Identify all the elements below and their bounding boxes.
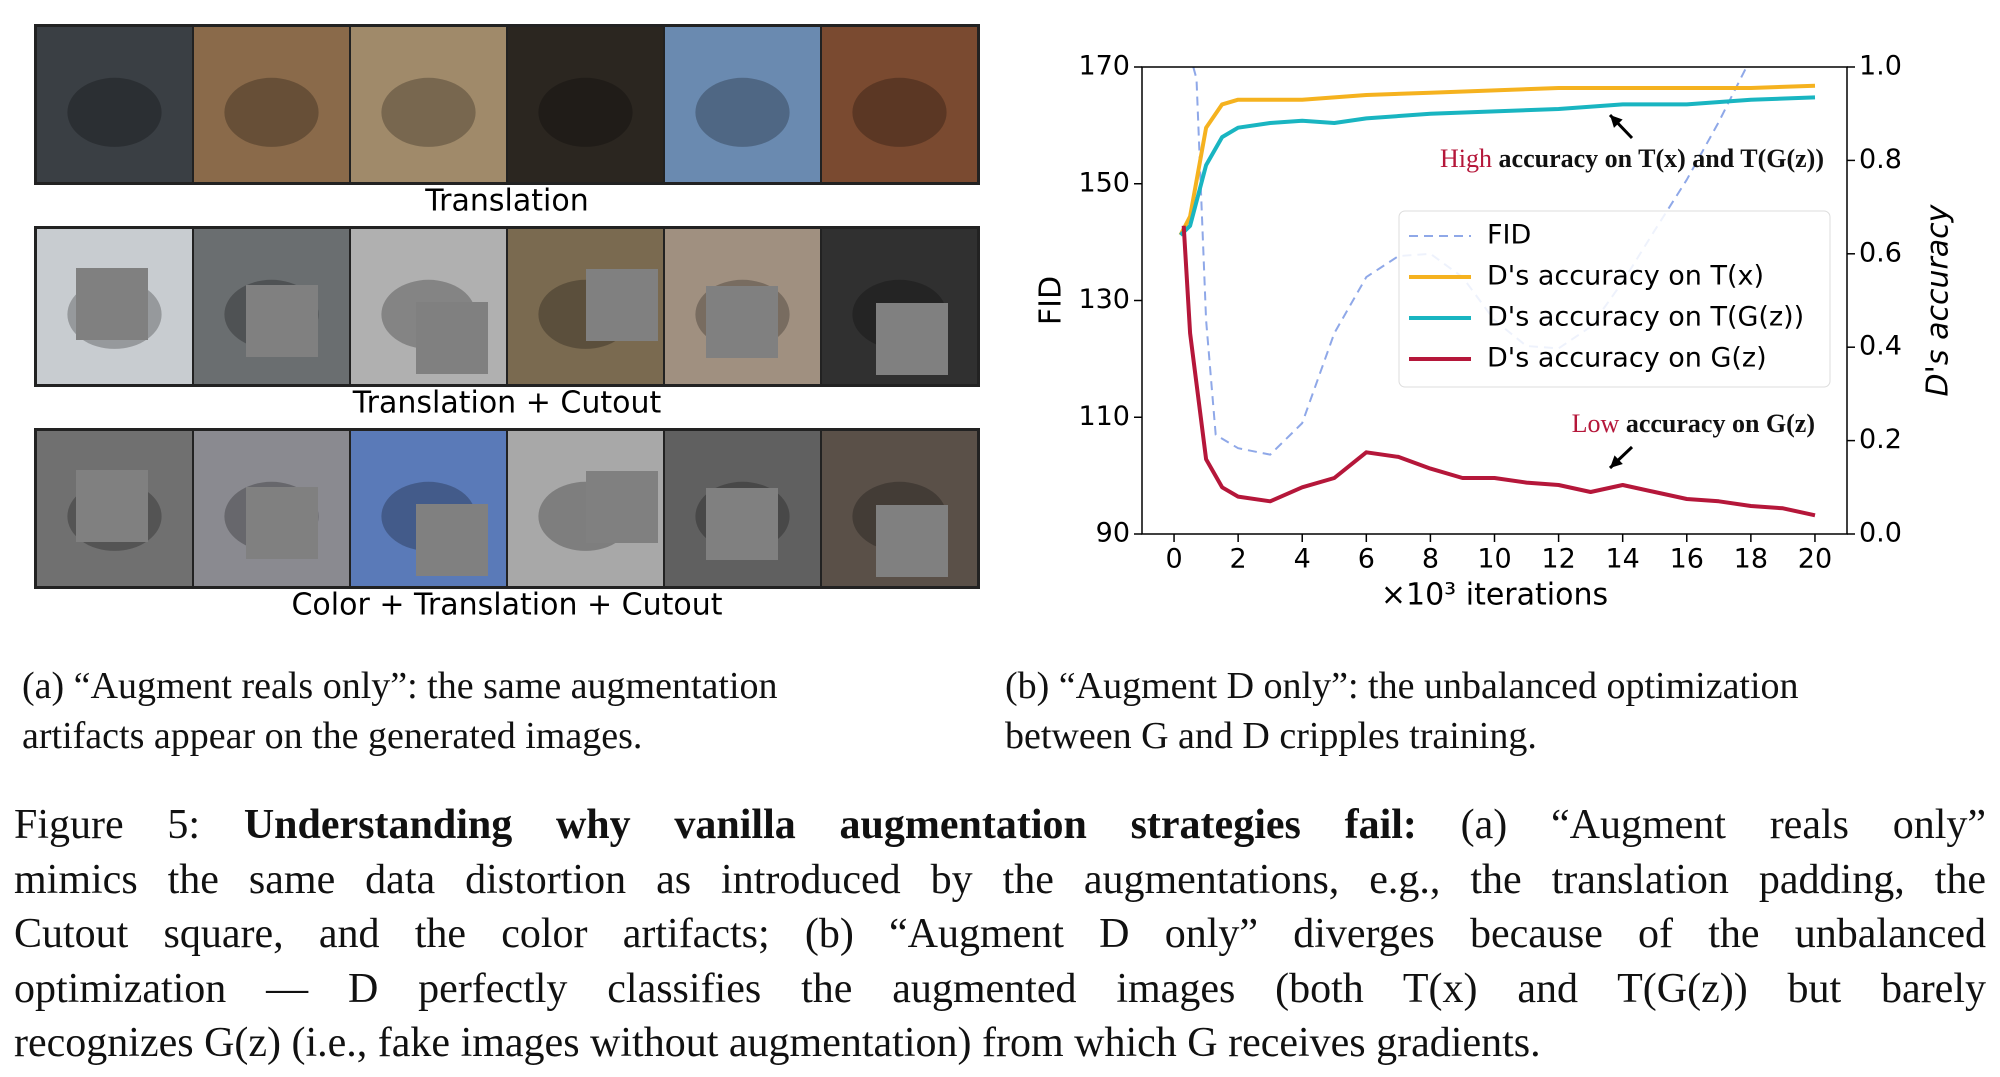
annotation-text: accuracy on T(x) and T(G(z)) (1499, 144, 1824, 173)
x-tick-label: 18 (1734, 544, 1768, 575)
x-tick-label: 4 (1294, 544, 1311, 575)
y-tick-label: 90 (1096, 518, 1130, 549)
row-label: Color + Translation + Cutout (291, 588, 722, 623)
caption-line: artifacts appear on the generated images… (22, 715, 643, 757)
caption-bold: Understanding why vanilla augmentation s… (243, 802, 1417, 848)
y2-tick-label: 0.2 (1859, 424, 1902, 455)
sample-image (508, 27, 663, 182)
x-axis-label: ×10³ iterations (1381, 578, 1608, 613)
cutout-square (876, 505, 948, 577)
cutout-square (416, 504, 488, 576)
sample-image (665, 27, 820, 182)
legend-label: FID (1487, 220, 1531, 251)
series-line (1181, 225, 1816, 518)
cutout-square (706, 488, 778, 560)
plot-area (1178, 67, 1816, 518)
y-tick-label: 110 (1078, 401, 1130, 432)
image-subject (852, 77, 947, 147)
series-line (1192, 67, 1748, 456)
cutout-square (416, 302, 488, 374)
image-subject (381, 77, 476, 147)
x-tick-label: 8 (1422, 544, 1439, 575)
sample-image (37, 27, 192, 182)
caption-text: (a) “Augment reals only” (1460, 802, 1987, 848)
x-tick-label: 6 (1358, 544, 1375, 575)
annotation-text: accuracy on G(z) (1626, 409, 1815, 438)
plot-frame (1141, 66, 1848, 535)
legend-box (1398, 210, 1831, 388)
figure-graphics: Translation Translation + Cutout Color + T… (34, 24, 1956, 623)
caption-line: (b) “Augment D only”: the unbalanced opt… (1005, 665, 1799, 707)
cutout-square (876, 303, 948, 375)
annotation: Low accuracy on G(z) (1572, 409, 1815, 438)
row-label: Translation (424, 184, 588, 219)
annotation: High accuracy on T(x) and T(G(z)) (1440, 144, 1824, 173)
sample-image (194, 27, 349, 182)
cutout-square (586, 269, 658, 341)
caption-line: mimics the same data distortion as intro… (14, 856, 1986, 903)
image-subject (695, 77, 790, 147)
image-subject (538, 77, 633, 147)
y-tick-label: 130 (1078, 284, 1130, 315)
y-axis-label: FID (1034, 276, 1069, 325)
legend-label: D's accuracy on T(x) (1487, 261, 1764, 292)
x-tick-label: 16 (1670, 544, 1704, 575)
caption-label: Figure 5: (14, 802, 201, 848)
caption-a: (a) “Augment reals only”: the same augme… (22, 661, 778, 761)
x-tick-label: 12 (1541, 544, 1575, 575)
y2-tick-label: 0.8 (1859, 144, 1902, 175)
figure-caption: Figure 5: Understanding why vanilla augm… (14, 798, 1986, 1071)
x-tick-label: 0 (1165, 544, 1182, 575)
cutout-square (586, 471, 658, 543)
cutout-square (706, 286, 778, 358)
y2-tick-label: 0.6 (1859, 237, 1902, 268)
cutout-square (76, 268, 148, 340)
y-tick-label: 170 (1078, 51, 1130, 82)
row-label: Translation + Cutout (352, 386, 662, 421)
x-tick-label: 2 (1230, 544, 1247, 575)
series-line (1179, 95, 1816, 237)
legend-label: D's accuracy on T(G(z)) (1487, 302, 1804, 333)
sample-image (351, 27, 506, 182)
cutout-square (76, 470, 148, 542)
caption-line: recognizes G(z) (i.e., fake images witho… (14, 1020, 1541, 1066)
x-tick-label: 10 (1477, 544, 1511, 575)
y-tick-label: 150 (1078, 167, 1130, 198)
y2-axis-label: D's accuracy (1921, 203, 1956, 396)
caption-line: (a) “Augment reals only”: the same augme… (22, 665, 778, 707)
x-tick-label: 14 (1606, 544, 1640, 575)
x-tick-label: 20 (1798, 544, 1832, 575)
arrow-head (1610, 455, 1623, 468)
series-line (1178, 83, 1816, 237)
cutout-square (246, 487, 318, 559)
y2-tick-label: 1.0 (1859, 51, 1902, 82)
caption-line: Cutout square, and the color artifacts; … (14, 911, 1986, 957)
caption-line: between G and D cripples training. (1005, 715, 1537, 757)
y2-tick-label: 0.4 (1859, 331, 1902, 362)
annotation-highlight: Low (1572, 409, 1620, 438)
legend-label: D's accuracy on G(z) (1487, 343, 1767, 374)
y2-tick-label: 0.0 (1859, 518, 1902, 549)
arrow-head (1610, 115, 1623, 128)
caption-line: Figure 5: Understanding why vanilla augm… (14, 798, 1986, 853)
caption-b: (b) “Augment D only”: the unbalanced opt… (1005, 661, 1799, 761)
caption-line: optimization — D perfectly classifies th… (14, 965, 1986, 1012)
annotation-highlight: High (1440, 144, 1492, 173)
sample-image (822, 27, 977, 182)
cutout-square (246, 285, 318, 357)
image-subject (224, 77, 319, 147)
image-subject (67, 77, 162, 147)
